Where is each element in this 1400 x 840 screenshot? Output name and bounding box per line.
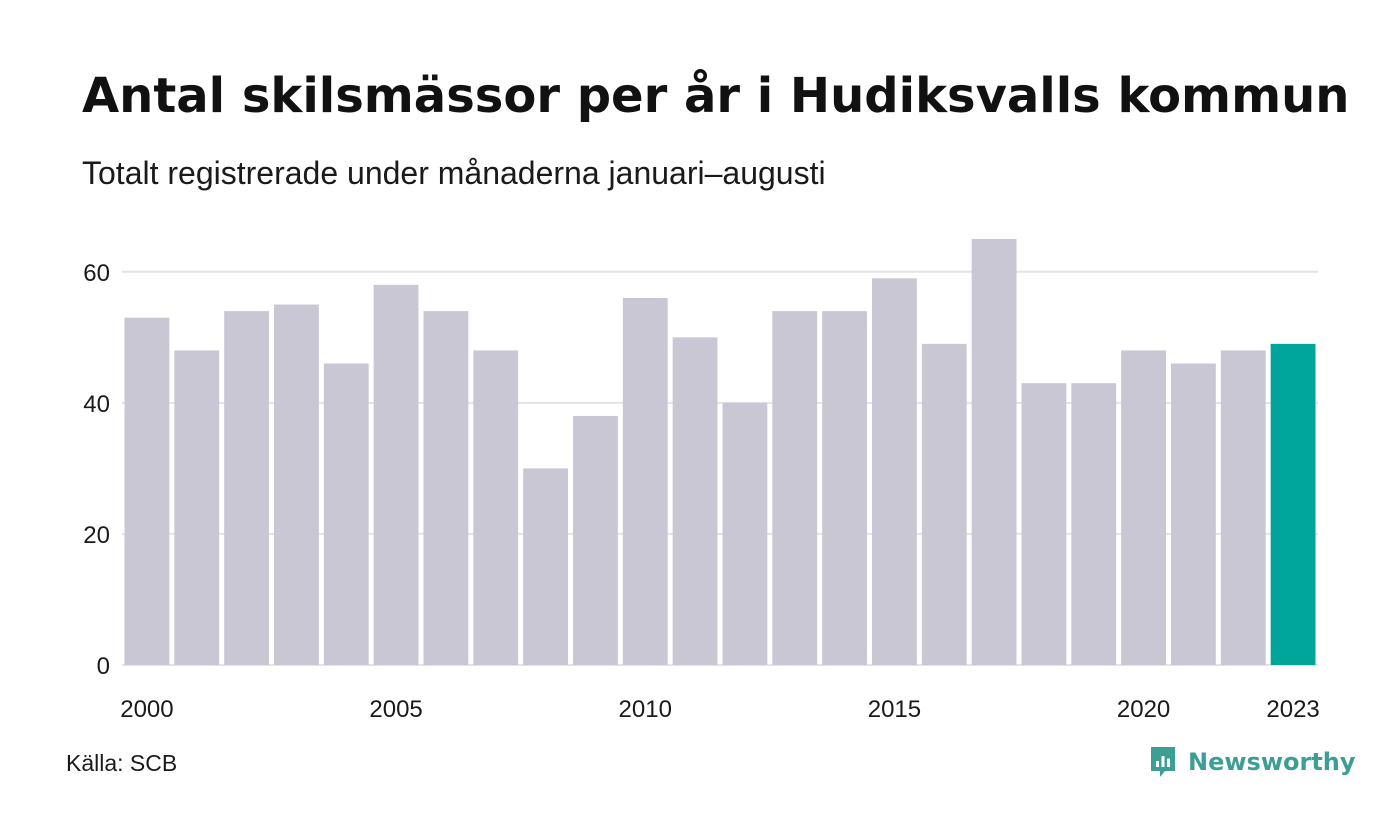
newsworthy-logo-icon <box>1151 747 1175 777</box>
bar-2006 <box>423 311 469 665</box>
axis-labels: 0 20 40 60 2000 2005 2010 2015 2020 2023 <box>83 260 1319 723</box>
gridlines <box>122 270 1318 666</box>
bar-2019 <box>1071 383 1117 665</box>
x-tick-label: 2005 <box>369 696 422 723</box>
bar-2022 <box>1220 350 1266 665</box>
brand-logo: Newsworthy <box>1148 744 1356 780</box>
source-note: Källa: SCB <box>66 750 178 776</box>
bar-2008 <box>523 468 568 665</box>
bar-2002 <box>224 311 269 665</box>
bar-2021 <box>1171 363 1216 665</box>
bar-2003 <box>274 304 319 665</box>
bar-2015 <box>872 278 917 665</box>
x-tick-label: 2000 <box>120 696 173 723</box>
bar-2013 <box>772 311 818 665</box>
y-tick-label: 0 <box>97 653 110 680</box>
y-tick-label: 40 <box>83 391 110 418</box>
bar-2020 <box>1121 350 1166 665</box>
y-tick-label: 60 <box>83 260 110 287</box>
brand-name: Newsworthy <box>1188 748 1356 776</box>
bar-2012 <box>722 402 768 665</box>
bar-2009 <box>573 415 618 665</box>
x-tick-label: 2020 <box>1117 696 1170 723</box>
bar-2000 <box>124 317 170 665</box>
bar-2010 <box>622 297 668 665</box>
bar-2014 <box>822 311 867 665</box>
y-tick-label: 20 <box>83 522 110 549</box>
bar-2007 <box>473 350 519 665</box>
bar-2011 <box>672 337 718 665</box>
chart-subtitle: Totalt registrerade under månaderna janu… <box>82 155 826 191</box>
bars <box>124 239 1316 665</box>
x-tick-label: 2023 <box>1266 696 1319 723</box>
x-tick-label: 2010 <box>619 696 672 723</box>
bar-2004 <box>323 363 369 665</box>
bar-2001 <box>174 350 220 665</box>
bar-2016 <box>921 343 967 665</box>
bar-2005 <box>373 284 419 665</box>
chart-title: Antal skilsmässor per år i Hudiksvalls k… <box>82 68 1350 124</box>
bar-2018 <box>1021 383 1067 665</box>
x-tick-label: 2015 <box>868 696 921 723</box>
bar-2017 <box>971 239 1017 665</box>
bar-2023 <box>1270 343 1316 665</box>
